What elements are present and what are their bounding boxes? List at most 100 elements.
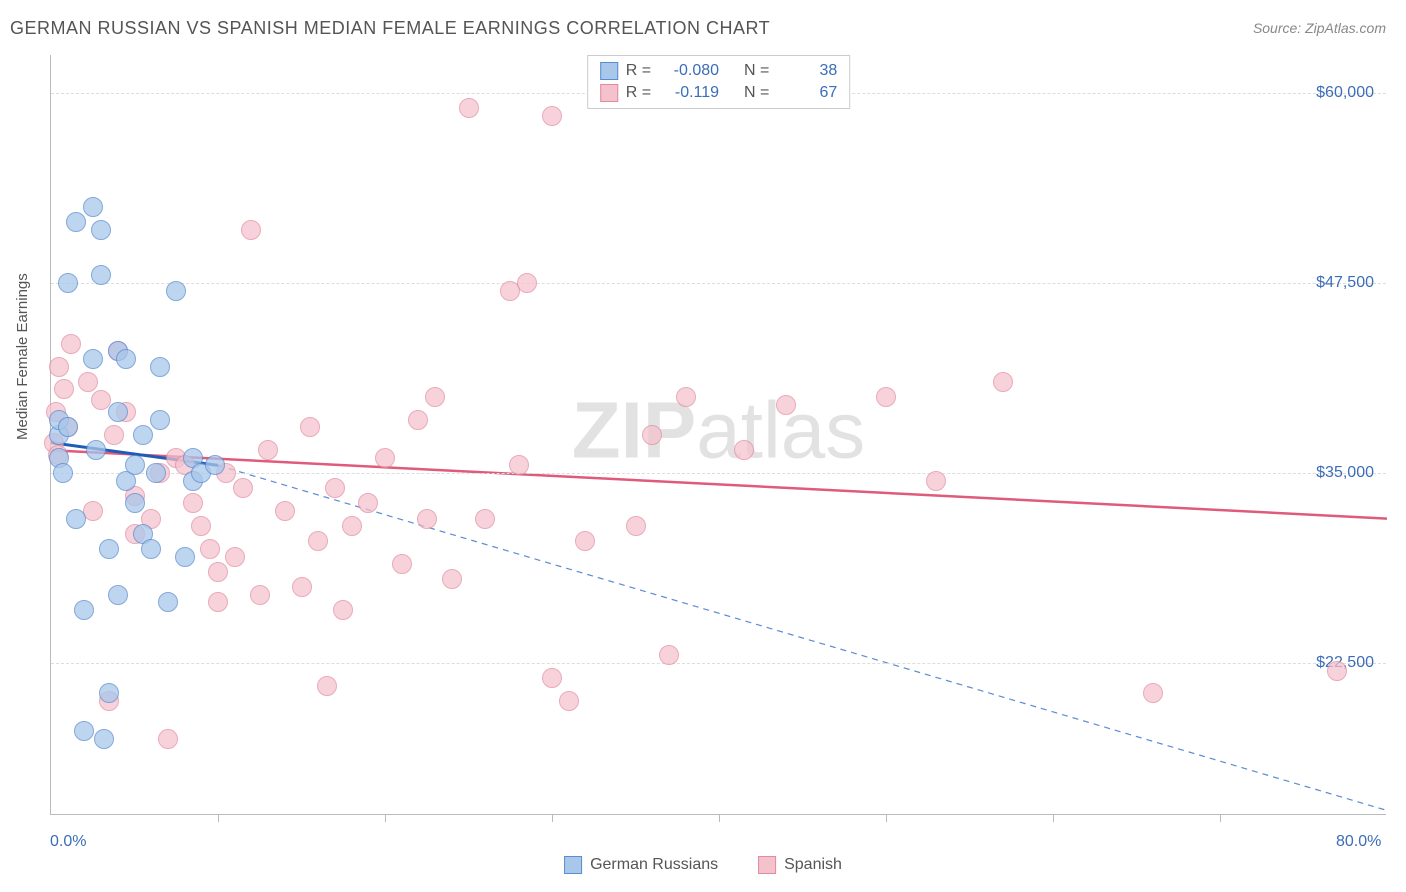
scatter-point-spanish [926,471,946,491]
scatter-point-spanish [517,273,537,293]
scatter-point-spanish [425,387,445,407]
scatter-point-spanish [104,425,124,445]
scatter-point-spanish [250,585,270,605]
scatter-point-spanish [776,395,796,415]
trend-lines [51,55,1387,815]
scatter-point-spanish [333,600,353,620]
x-tick [552,814,553,822]
swatch-icon [758,856,776,874]
scatter-point-spanish [993,372,1013,392]
y-tick-label: $60,000 [1316,84,1374,102]
scatter-point-spanish [317,676,337,696]
scatter-point-german-russians [86,440,106,460]
scatter-point-german-russians [146,463,166,483]
scatter-point-german-russians [91,220,111,240]
scatter-point-spanish [300,417,320,437]
scatter-point-spanish [358,493,378,513]
scatter-point-german-russians [141,539,161,559]
n-value: 38 [777,62,837,80]
swatch-icon [600,84,618,102]
scatter-point-german-russians [74,600,94,620]
scatter-point-spanish [659,645,679,665]
gridline-horizontal [51,663,1386,664]
scatter-point-spanish [642,425,662,445]
scatter-point-spanish [509,455,529,475]
scatter-point-german-russians [58,273,78,293]
scatter-point-german-russians [66,212,86,232]
scatter-point-german-russians [99,539,119,559]
x-tick [1220,814,1221,822]
scatter-point-german-russians [150,410,170,430]
scatter-point-german-russians [74,721,94,741]
scatter-point-spanish [208,592,228,612]
scatter-point-spanish [275,501,295,521]
swatch-icon [600,62,618,80]
source-attribution: Source: ZipAtlas.com [1253,20,1386,36]
n-label: N = [744,62,769,80]
gridline-horizontal [51,473,1386,474]
legend-label: Spanish [784,856,842,874]
scatter-point-spanish [158,729,178,749]
chart-title: GERMAN RUSSIAN VS SPANISH MEDIAN FEMALE … [10,18,770,39]
scatter-point-spanish [417,509,437,529]
scatter-point-german-russians [166,281,186,301]
scatter-point-spanish [191,516,211,536]
scatter-point-spanish [292,577,312,597]
scatter-point-spanish [225,547,245,567]
scatter-point-spanish [49,357,69,377]
x-axis-end-label: 80.0% [1336,833,1381,851]
x-tick [1053,814,1054,822]
scatter-point-spanish [575,531,595,551]
legend-item-spanish: Spanish [758,856,842,874]
y-tick-label: $47,500 [1316,274,1374,292]
r-value: -0.080 [659,62,719,80]
scatter-point-spanish [308,531,328,551]
scatter-point-spanish [459,98,479,118]
scatter-point-german-russians [205,455,225,475]
correlation-stats-legend: R = -0.080 N = 38 R = -0.119 N = 67 [587,55,851,109]
scatter-point-spanish [241,220,261,240]
watermark: ZIPatlas [572,384,865,476]
r-value: -0.119 [659,84,719,102]
x-tick [385,814,386,822]
scatter-point-german-russians [83,349,103,369]
scatter-point-spanish [559,691,579,711]
scatter-point-spanish [61,334,81,354]
scatter-point-spanish [258,440,278,460]
x-axis-start-label: 0.0% [50,833,86,851]
legend-item-german-russians: German Russians [564,856,718,874]
legend-label: German Russians [590,856,718,874]
scatter-point-spanish [183,493,203,513]
scatter-point-german-russians [58,417,78,437]
series-legend: German Russians Spanish [564,856,842,874]
chart-container: GERMAN RUSSIAN VS SPANISH MEDIAN FEMALE … [0,0,1406,892]
plot-area: ZIPatlas R = -0.080 N = 38 R = -0.119 N … [50,55,1386,815]
scatter-point-german-russians [53,463,73,483]
scatter-point-spanish [375,448,395,468]
y-tick-label: $35,000 [1316,464,1374,482]
scatter-point-german-russians [83,197,103,217]
scatter-point-spanish [676,387,696,407]
scatter-point-spanish [442,569,462,589]
scatter-point-spanish [542,106,562,126]
scatter-point-german-russians [91,265,111,285]
scatter-point-spanish [1327,661,1347,681]
scatter-point-german-russians [133,425,153,445]
scatter-point-german-russians [125,493,145,513]
scatter-point-spanish [408,410,428,430]
scatter-point-german-russians [158,592,178,612]
scatter-point-spanish [342,516,362,536]
scatter-point-german-russians [150,357,170,377]
stats-row-spanish: R = -0.119 N = 67 [600,82,838,104]
scatter-point-spanish [734,440,754,460]
stats-row-german-russians: R = -0.080 N = 38 [600,60,838,82]
scatter-point-spanish [542,668,562,688]
y-axis-label: Median Female Earnings [14,273,31,440]
scatter-point-german-russians [108,402,128,422]
swatch-icon [564,856,582,874]
scatter-point-german-russians [66,509,86,529]
scatter-point-spanish [626,516,646,536]
scatter-point-spanish [208,562,228,582]
r-label: R = [626,62,651,80]
scatter-point-spanish [475,509,495,529]
